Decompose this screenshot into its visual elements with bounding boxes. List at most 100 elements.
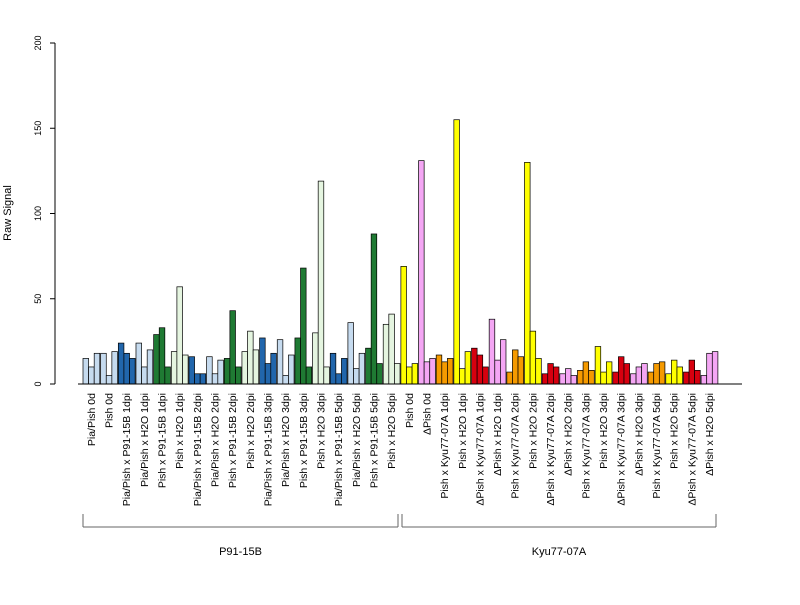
- bar: [400, 266, 407, 385]
- bar: [276, 339, 284, 385]
- x-tick-label: ΔPish x H2O 5dpi: [704, 393, 716, 476]
- x-tick-label: Pish x Kyu77-07A 3dpi: [580, 393, 592, 499]
- bar: [476, 354, 484, 385]
- x-tick-label: ΔPish x Kyu77-07A 1dpi: [474, 393, 486, 506]
- bar: [194, 373, 201, 385]
- bar: [447, 358, 454, 385]
- bar: [441, 361, 448, 385]
- bar: [188, 356, 195, 385]
- bar: [259, 337, 266, 385]
- bar: [541, 373, 549, 385]
- x-tick-label: Pish x P91-15B 3dpi: [298, 393, 310, 488]
- bar: [623, 363, 630, 385]
- x-tick-label: Pish x H2O 3dpi: [598, 393, 610, 469]
- x-tick-label: Pish x H2O 3dpi: [315, 393, 327, 469]
- bar: [317, 180, 325, 385]
- bar: [206, 356, 213, 385]
- bar: [264, 363, 272, 385]
- bar: [111, 351, 118, 385]
- y-tick-label: 200: [33, 35, 43, 50]
- bar: [688, 359, 695, 385]
- bar: [459, 368, 466, 385]
- bar: [217, 359, 224, 385]
- bar: [329, 352, 337, 385]
- bar: [635, 366, 643, 385]
- group-brackets: P91-15B Kyu77-07A: [82, 514, 717, 558]
- bar: [270, 352, 277, 385]
- bar: [565, 368, 572, 385]
- x-tick-label: Pia/Pish x P91-15B 2dpi: [192, 393, 204, 506]
- x-tick-label: Pish x P91-15B 5dpi: [368, 393, 380, 488]
- x-tick-label: Pia/Pish 0d: [86, 393, 98, 446]
- bar: [146, 349, 154, 385]
- bar: [547, 363, 554, 385]
- bar: [153, 334, 160, 385]
- bar: [411, 363, 419, 385]
- bar: [353, 368, 360, 385]
- x-tick-label: Pia/Pish x P91-15B 3dpi: [263, 393, 275, 506]
- bar: [394, 363, 401, 385]
- bar: [612, 371, 619, 385]
- bar: [229, 310, 236, 385]
- bar: [288, 354, 295, 385]
- bar: [406, 366, 413, 385]
- bar: [376, 363, 383, 385]
- bar: [694, 370, 701, 385]
- bar: [464, 351, 472, 385]
- bar: [435, 354, 443, 385]
- bar: [241, 351, 248, 385]
- bar: [618, 356, 625, 385]
- bar: [382, 323, 390, 385]
- bar: [158, 327, 166, 385]
- bar: [683, 371, 690, 385]
- x-tick-label: Pia/Pish x H2O 3dpi: [280, 393, 292, 487]
- x-tick-label: Pish x H2O 5dpi: [669, 393, 681, 469]
- x-tick-label: Pia/Pish x H2O 1dpi: [139, 393, 151, 487]
- x-tick-label: Pish x P91-15B 1dpi: [157, 393, 169, 488]
- bar: [129, 358, 136, 385]
- bar: [582, 361, 590, 385]
- bar: [570, 375, 577, 385]
- bar: [711, 351, 719, 385]
- bar: [170, 351, 178, 385]
- bar: [529, 330, 537, 385]
- bar: [658, 361, 666, 385]
- bar: [335, 373, 342, 385]
- x-tick-label: ΔPish 0d: [421, 393, 433, 435]
- bar: [506, 371, 513, 385]
- bar: [93, 352, 101, 385]
- bar: [135, 342, 142, 385]
- bar: [294, 337, 301, 385]
- bar: [665, 373, 672, 385]
- group-label: P91-15B: [219, 546, 262, 558]
- bar: [347, 322, 354, 385]
- x-tick-label: ΔPish x H2O 1dpi: [492, 393, 504, 476]
- bar: [517, 356, 524, 385]
- bar: [300, 267, 307, 385]
- x-tick-label: Pish x H2O 1dpi: [174, 393, 186, 469]
- x-tick-label: ΔPish x Kyu77-07A 2dpi: [545, 393, 557, 506]
- bar: [182, 354, 189, 385]
- x-tick-label: Pish x Kyu77-07A 1dpi: [439, 393, 451, 499]
- bar: [482, 366, 489, 385]
- bar: [453, 119, 460, 385]
- bar: [594, 346, 602, 385]
- x-tick-label: Pish x Kyu77-07A 5dpi: [651, 393, 663, 499]
- bar: [641, 363, 648, 385]
- bar: [176, 286, 183, 385]
- x-tick-label: Pish x Kyu77-07A 2dpi: [510, 393, 522, 499]
- bar: [305, 366, 313, 385]
- y-tick-label: 0: [33, 381, 43, 386]
- y-tick-label: 100: [33, 206, 43, 221]
- y-tick-label: 50: [33, 294, 43, 304]
- bar: [512, 349, 519, 385]
- x-tick-label: Pish 0d: [404, 393, 416, 428]
- y-tick-label: 150: [33, 121, 43, 136]
- bar: [676, 366, 683, 385]
- bar: [199, 373, 207, 385]
- bar: [365, 347, 372, 385]
- bar: [671, 359, 678, 385]
- x-tick-label: Pish 0d: [104, 393, 116, 428]
- bar: [559, 373, 566, 385]
